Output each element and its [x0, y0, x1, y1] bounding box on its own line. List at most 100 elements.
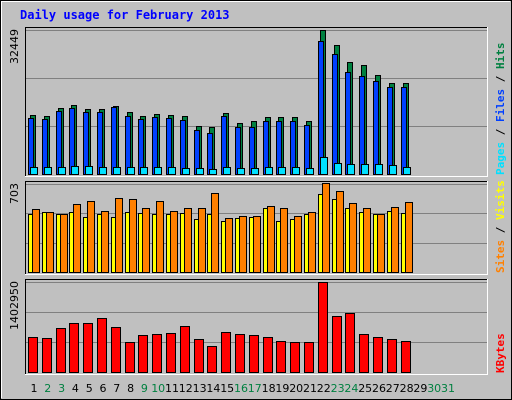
kbytes-bar [97, 318, 107, 373]
pages-bar [182, 168, 190, 175]
kbytes-bar [373, 337, 383, 373]
x-tick-label: 4 [72, 382, 79, 395]
kbytes-bar [83, 323, 93, 373]
x-tick-label: 20 [289, 382, 303, 395]
sites-bar [101, 211, 109, 273]
pages-bar [292, 167, 300, 175]
x-tick-label: 14 [206, 382, 220, 395]
pages-bar [251, 168, 259, 175]
x-tick-label: 13 [193, 382, 207, 395]
sites-bar [156, 201, 164, 273]
kbytes-panel: 1402950 KBytes [8, 279, 507, 375]
x-tick-label: 1 [31, 382, 38, 395]
x-tick-label: 12 [179, 382, 193, 395]
kbytes-bar [263, 337, 273, 373]
x-tick-label: 24 [344, 382, 358, 395]
pages-bar [127, 167, 135, 175]
x-tick-label: 15 [220, 382, 234, 395]
files-bar [56, 111, 62, 175]
x-tick-label: 5 [86, 382, 93, 395]
pages-bar [113, 167, 121, 175]
files-bar [138, 119, 144, 175]
x-tick-label: 9 [141, 382, 148, 395]
files-bar [290, 121, 296, 175]
files-bar [359, 76, 365, 175]
x-tick-label: 7 [113, 382, 120, 395]
pages-bar [196, 168, 204, 175]
kbytes-bar [56, 328, 66, 373]
files-bar [276, 121, 282, 175]
pages-bar [389, 165, 397, 175]
sites-bar [115, 198, 123, 273]
sites-bar [349, 203, 357, 273]
files-bar [111, 107, 117, 175]
files-bar [221, 116, 227, 175]
kbytes-bar [42, 338, 52, 373]
chart-title: Daily usage for February 2013 [20, 8, 230, 22]
legend-files: Files [494, 89, 507, 122]
files-bar [401, 87, 407, 175]
files-bar [318, 41, 324, 175]
files-bar [194, 130, 200, 175]
legend-visits: Visits [494, 180, 507, 220]
files-bar [249, 127, 255, 175]
kbytes-bar [387, 339, 397, 373]
sites-bar [46, 212, 54, 273]
pages-bar [30, 167, 38, 175]
legend: Sites / Visits [494, 180, 507, 273]
x-tick-label: 23 [331, 382, 345, 395]
sites-bar [280, 208, 288, 273]
pages-bar [237, 168, 245, 175]
x-tick-label: 3 [58, 382, 65, 395]
files-bar [28, 118, 34, 175]
files-bar [207, 133, 213, 175]
sites-bar [225, 218, 233, 273]
sites-bar [170, 211, 178, 273]
kbytes-bar [207, 346, 217, 373]
legend: KBytes [494, 333, 507, 373]
pages-bar [334, 163, 342, 175]
x-tick-label: 11 [165, 382, 179, 395]
x-tick-label: 21 [303, 382, 317, 395]
kbytes-bar [359, 334, 369, 373]
pages-bar [320, 157, 328, 175]
sites-bar [211, 193, 219, 273]
legend-pages: Pages [494, 142, 507, 175]
x-tick-label: 29 [413, 382, 427, 395]
pages-bar [223, 167, 231, 175]
files-bar [235, 127, 241, 175]
y-max-label: 32449 [8, 29, 21, 64]
x-tick-label: 6 [100, 382, 107, 395]
pages-bar [99, 167, 107, 175]
x-tick-label: 8 [127, 382, 134, 395]
pages-bar [403, 167, 411, 175]
sites-bar [391, 207, 399, 273]
x-tick-label: 31 [441, 382, 455, 395]
sites-bar [377, 214, 385, 273]
x-tick-label: 28 [400, 382, 414, 395]
pages-bar [154, 167, 162, 175]
sites-bar [308, 212, 316, 273]
kbytes-bar [125, 342, 135, 373]
x-tick-label: 25 [358, 382, 372, 395]
kbytes-bar [166, 333, 176, 373]
x-tick-label: 19 [275, 382, 289, 395]
x-tick-label: 22 [317, 382, 331, 395]
legend-separator: / [494, 122, 507, 142]
pages-bar [140, 167, 148, 175]
pages-bar [347, 164, 355, 175]
kbytes-bar [304, 342, 314, 373]
x-tick-label: 30 [427, 382, 441, 395]
files-bar [69, 108, 75, 175]
kbytes-bar [180, 326, 190, 373]
legend-separator: / [494, 220, 507, 240]
pages-bar [265, 167, 273, 175]
sites-bar [322, 183, 330, 273]
x-tick-label: 2 [44, 382, 51, 395]
sites-bar [73, 204, 81, 273]
sites-bar [267, 206, 275, 273]
legend-separator: / [494, 69, 507, 89]
files-bar [345, 72, 351, 175]
hits-files-pages-panel: 32449 Pages / Files / Hits [8, 27, 507, 177]
kbytes-bar [249, 335, 259, 373]
